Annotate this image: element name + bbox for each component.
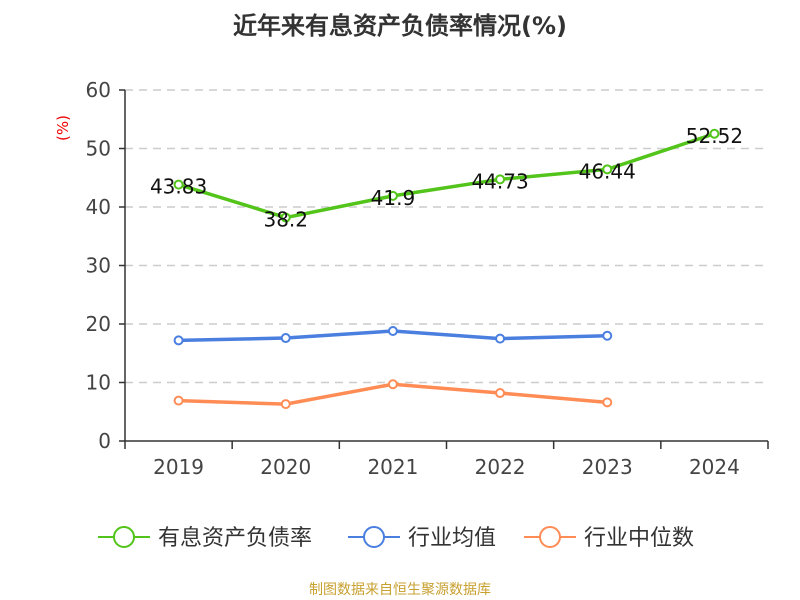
data-point	[173, 179, 184, 190]
data-label: 43.83	[150, 175, 207, 199]
data-point	[280, 399, 291, 410]
data-point	[495, 333, 506, 344]
y-axis-label: (%)	[54, 115, 72, 141]
x-tick-label: 2023	[582, 455, 633, 479]
y-tick-label: 60	[86, 78, 111, 102]
data-label: 41.9	[371, 186, 416, 210]
legend-label: 行业中位数	[584, 526, 694, 551]
data-label: 38.2	[263, 208, 308, 232]
data-point	[602, 397, 613, 408]
data-point	[387, 379, 398, 390]
legend-label: 行业均值	[408, 526, 496, 551]
legend-marker	[113, 526, 135, 548]
data-point	[173, 335, 184, 346]
data-point	[495, 388, 506, 399]
x-tick-label: 2020	[260, 455, 311, 479]
data-point	[495, 174, 506, 185]
legend-marker	[363, 526, 385, 548]
data-point	[280, 333, 291, 344]
legend-marker	[539, 526, 561, 548]
data-point	[602, 164, 613, 175]
series-line-0	[178, 132, 715, 220]
y-tick-label: 40	[86, 195, 111, 219]
data-label: 44.73	[471, 169, 528, 193]
x-tick-label: 2019	[153, 455, 204, 479]
x-tick-label: 2024	[689, 455, 740, 479]
legend-label: 有息资产负债率	[158, 526, 312, 551]
x-tick-label: 2022	[475, 455, 526, 479]
y-tick-label: 0	[98, 429, 111, 453]
data-label: 46.44	[579, 159, 636, 183]
y-tick-label: 50	[86, 137, 111, 161]
source-note: 制图数据来自恒生聚源数据库	[309, 582, 491, 598]
chart-title: 近年来有息资产负债率情况(%)	[233, 12, 567, 40]
data-point	[173, 395, 184, 406]
data-point	[709, 128, 720, 139]
y-tick-label: 10	[86, 371, 111, 395]
y-tick-label: 30	[86, 254, 111, 278]
data-point	[280, 212, 291, 223]
data-point	[387, 190, 398, 201]
data-point	[387, 326, 398, 337]
data-label: 52.52	[686, 124, 743, 148]
data-point	[602, 330, 613, 341]
x-tick-label: 2021	[367, 455, 418, 479]
y-tick-label: 20	[86, 312, 111, 336]
